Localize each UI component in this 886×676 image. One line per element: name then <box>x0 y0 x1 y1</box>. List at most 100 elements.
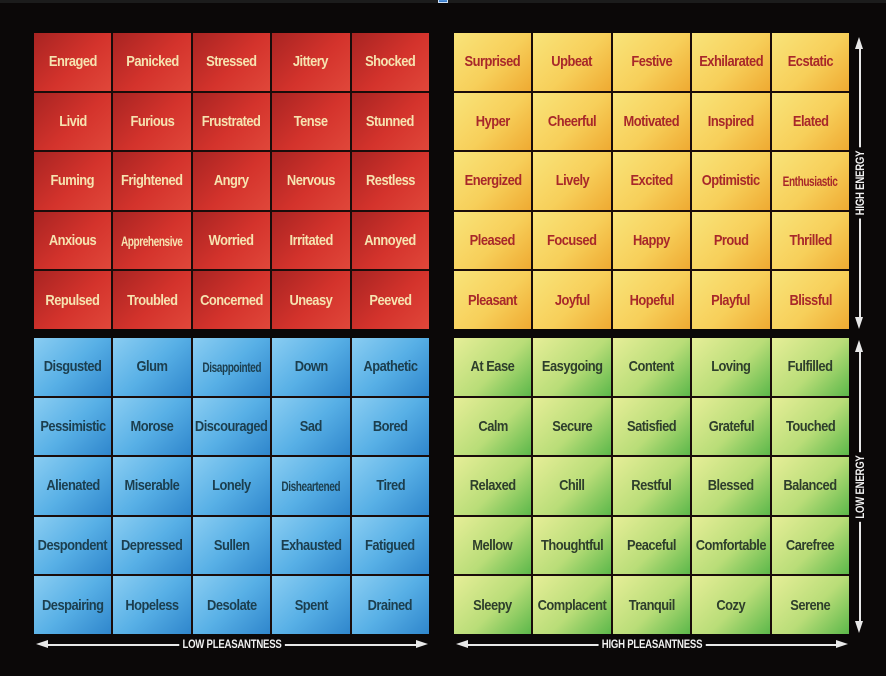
emotion-cell-restful[interactable]: Restful <box>612 457 691 515</box>
emotion-cell-tranquil[interactable]: Tranquil <box>612 576 691 634</box>
emotion-cell-chill[interactable]: Chill <box>533 457 611 515</box>
emotion-cell-sad[interactable]: Sad <box>272 397 350 456</box>
emotion-cell-anxious[interactable]: Anxious <box>34 211 112 270</box>
emotion-cell-tired[interactable]: Tired <box>351 457 429 515</box>
emotion-cell-panicked[interactable]: Panicked <box>113 33 191 91</box>
emotion-cell-fulfilled[interactable]: Fulfilled <box>771 338 849 396</box>
emotion-cell-stunned[interactable]: Stunned <box>351 92 429 151</box>
emotion-cell-furious[interactable]: Furious <box>113 92 191 151</box>
emotion-cell-concerned[interactable]: Concerned <box>192 271 271 329</box>
emotion-cell-lively[interactable]: Lively <box>533 152 611 210</box>
emotion-cell-comfortable[interactable]: Comfortable <box>692 516 770 575</box>
emotion-cell-hyper[interactable]: Hyper <box>454 92 532 151</box>
emotion-cell-jittery[interactable]: Jittery <box>272 33 350 91</box>
emotion-cell-happy[interactable]: Happy <box>612 211 691 270</box>
emotion-cell-enraged[interactable]: Enraged <box>34 33 112 91</box>
emotion-cell-repulsed[interactable]: Repulsed <box>34 271 112 329</box>
emotion-cell-uneasy[interactable]: Uneasy <box>272 271 350 329</box>
emotion-cell-grateful[interactable]: Grateful <box>692 397 770 456</box>
emotion-cell-playful[interactable]: Playful <box>692 271 770 329</box>
emotion-cell-despairing[interactable]: Despairing <box>34 576 112 634</box>
emotion-cell-cozy[interactable]: Cozy <box>692 576 770 634</box>
emotion-cell-serene[interactable]: Serene <box>771 576 849 634</box>
emotion-cell-at-ease[interactable]: At Ease <box>454 338 532 396</box>
emotion-cell-enthusiastic[interactable]: Enthusiastic <box>771 152 849 210</box>
emotion-cell-bored[interactable]: Bored <box>351 397 429 456</box>
emotion-cell-frustrated[interactable]: Frustrated <box>192 92 271 151</box>
emotion-cell-exhilarated[interactable]: Exhilarated <box>692 33 770 91</box>
emotion-cell-pleased[interactable]: Pleased <box>454 211 532 270</box>
emotion-cell-fuming[interactable]: Fuming <box>34 152 112 210</box>
emotion-cell-thoughtful[interactable]: Thoughtful <box>533 516 611 575</box>
emotion-cell-fatigued[interactable]: Fatigued <box>351 516 429 575</box>
emotion-cell-cheerful[interactable]: Cheerful <box>533 92 611 151</box>
emotion-cell-thrilled[interactable]: Thrilled <box>771 211 849 270</box>
emotion-cell-excited[interactable]: Excited <box>612 152 691 210</box>
emotion-cell-pleasant[interactable]: Pleasant <box>454 271 532 329</box>
emotion-cell-sullen[interactable]: Sullen <box>192 516 271 575</box>
emotion-cell-peeved[interactable]: Peeved <box>351 271 429 329</box>
emotion-cell-upbeat[interactable]: Upbeat <box>533 33 611 91</box>
emotion-cell-tense[interactable]: Tense <box>272 92 350 151</box>
emotion-cell-touched[interactable]: Touched <box>771 397 849 456</box>
emotion-cell-secure[interactable]: Secure <box>533 397 611 456</box>
emotion-cell-complacent[interactable]: Complacent <box>533 576 611 634</box>
emotion-cell-morose[interactable]: Morose <box>113 397 191 456</box>
emotion-cell-focused[interactable]: Focused <box>533 211 611 270</box>
emotion-cell-inspired[interactable]: Inspired <box>692 92 770 151</box>
emotion-cell-mellow[interactable]: Mellow <box>454 516 532 575</box>
emotion-cell-hopeless[interactable]: Hopeless <box>113 576 191 634</box>
emotion-cell-disgusted[interactable]: Disgusted <box>34 338 112 396</box>
emotion-cell-angry[interactable]: Angry <box>192 152 271 210</box>
emotion-cell-troubled[interactable]: Troubled <box>113 271 191 329</box>
emotion-cell-content[interactable]: Content <box>612 338 691 396</box>
emotion-cell-relaxed[interactable]: Relaxed <box>454 457 532 515</box>
emotion-cell-stressed[interactable]: Stressed <box>192 33 271 91</box>
emotion-cell-festive[interactable]: Festive <box>612 33 691 91</box>
emotion-cell-calm[interactable]: Calm <box>454 397 532 456</box>
emotion-cell-shocked[interactable]: Shocked <box>351 33 429 91</box>
emotion-cell-disheartened[interactable]: Disheartened <box>272 457 350 515</box>
emotion-cell-depressed[interactable]: Depressed <box>113 516 191 575</box>
emotion-cell-alienated[interactable]: Alienated <box>34 457 112 515</box>
emotion-cell-disappointed[interactable]: Disappointed <box>192 338 271 396</box>
emotion-cell-discouraged[interactable]: Discouraged <box>192 397 271 456</box>
emotion-cell-elated[interactable]: Elated <box>771 92 849 151</box>
emotion-cell-ecstatic[interactable]: Ecstatic <box>771 33 849 91</box>
emotion-cell-down[interactable]: Down <box>272 338 350 396</box>
window-icon[interactable] <box>438 0 448 3</box>
emotion-cell-loving[interactable]: Loving <box>692 338 770 396</box>
emotion-cell-pessimistic[interactable]: Pessimistic <box>34 397 112 456</box>
emotion-cell-energized[interactable]: Energized <box>454 152 532 210</box>
emotion-cell-joyful[interactable]: Joyful <box>533 271 611 329</box>
emotion-cell-blissful[interactable]: Blissful <box>771 271 849 329</box>
emotion-cell-restless[interactable]: Restless <box>351 152 429 210</box>
emotion-cell-apprehensive[interactable]: Apprehensive <box>113 211 191 270</box>
emotion-cell-glum[interactable]: Glum <box>113 338 191 396</box>
emotion-cell-sleepy[interactable]: Sleepy <box>454 576 532 634</box>
emotion-cell-drained[interactable]: Drained <box>351 576 429 634</box>
emotion-cell-hopeful[interactable]: Hopeful <box>612 271 691 329</box>
emotion-cell-motivated[interactable]: Motivated <box>612 92 691 151</box>
emotion-cell-satisfied[interactable]: Satisfied <box>612 397 691 456</box>
emotion-cell-carefree[interactable]: Carefree <box>771 516 849 575</box>
emotion-cell-annoyed[interactable]: Annoyed <box>351 211 429 270</box>
emotion-cell-optimistic[interactable]: Optimistic <box>692 152 770 210</box>
emotion-cell-miserable[interactable]: Miserable <box>113 457 191 515</box>
emotion-cell-worried[interactable]: Worried <box>192 211 271 270</box>
emotion-cell-blessed[interactable]: Blessed <box>692 457 770 515</box>
emotion-cell-lonely[interactable]: Lonely <box>192 457 271 515</box>
emotion-cell-peaceful[interactable]: Peaceful <box>612 516 691 575</box>
emotion-cell-apathetic[interactable]: Apathetic <box>351 338 429 396</box>
emotion-cell-desolate[interactable]: Desolate <box>192 576 271 634</box>
emotion-cell-livid[interactable]: Livid <box>34 92 112 151</box>
emotion-cell-balanced[interactable]: Balanced <box>771 457 849 515</box>
emotion-cell-frightened[interactable]: Frightened <box>113 152 191 210</box>
emotion-cell-surprised[interactable]: Surprised <box>454 33 532 91</box>
emotion-cell-easygoing[interactable]: Easygoing <box>533 338 611 396</box>
emotion-cell-proud[interactable]: Proud <box>692 211 770 270</box>
emotion-cell-spent[interactable]: Spent <box>272 576 350 634</box>
emotion-cell-exhausted[interactable]: Exhausted <box>272 516 350 575</box>
emotion-cell-nervous[interactable]: Nervous <box>272 152 350 210</box>
emotion-cell-irritated[interactable]: Irritated <box>272 211 350 270</box>
